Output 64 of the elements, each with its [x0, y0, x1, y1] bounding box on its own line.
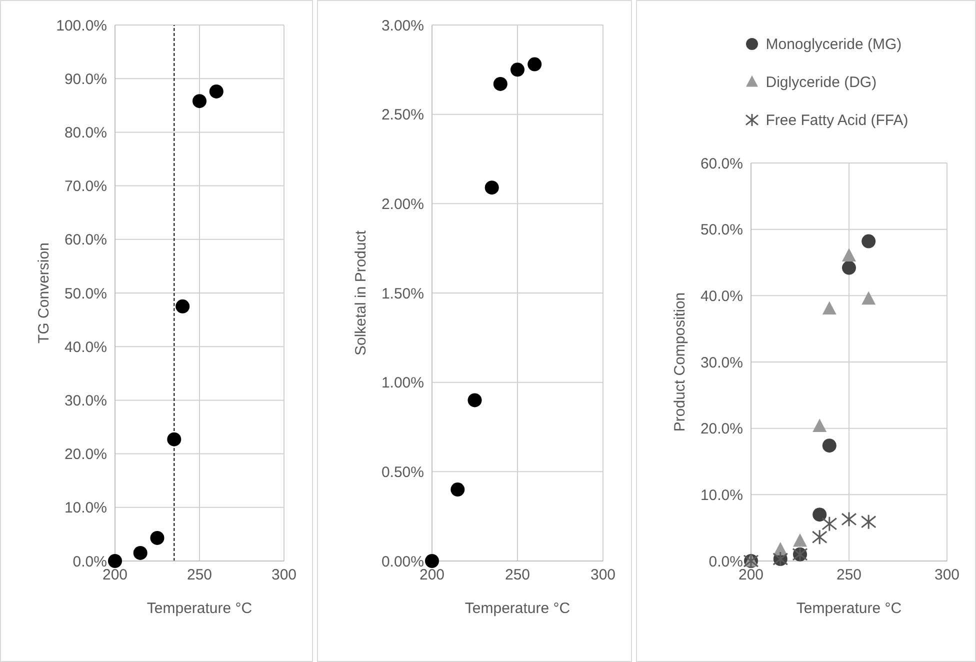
- point: [450, 482, 465, 497]
- point: [812, 529, 828, 545]
- y-tick-label: 40.0%: [700, 288, 743, 305]
- point: [176, 299, 190, 314]
- y-tick-label: 1.50%: [381, 285, 424, 302]
- y-tick-label: 80.0%: [64, 124, 107, 142]
- y-tick-label: 2.00%: [381, 196, 424, 213]
- legend-label: Monoglyceride (MG): [766, 36, 902, 52]
- y-tick-label: 50.0%: [700, 222, 743, 239]
- x-axis-title: Temperature °C: [146, 600, 252, 617]
- legend-label: Free Fatty Acid (FFA): [766, 112, 908, 128]
- y-tick-label: 60.0%: [64, 232, 107, 249]
- point: [862, 291, 876, 305]
- y-tick-label: 50.0%: [64, 285, 107, 302]
- y-axis-title: Product Composition: [671, 292, 688, 432]
- point: [862, 234, 876, 248]
- legend-label: Diglyceride (DG): [766, 74, 877, 90]
- x-tick-label: 250: [504, 566, 530, 584]
- point: [528, 57, 542, 72]
- point: [860, 514, 876, 530]
- y-tick-label: 60.0%: [700, 155, 743, 172]
- y-tick-label: 90.0%: [64, 70, 107, 88]
- point: [822, 516, 838, 532]
- point: [468, 393, 482, 408]
- point: [842, 248, 856, 262]
- y-tick-label: 20.0%: [700, 420, 743, 438]
- x-axis-title: Temperature °C: [796, 600, 902, 617]
- point: [133, 546, 148, 560]
- y-tick-label: 2.50%: [381, 106, 424, 124]
- point: [209, 84, 224, 98]
- y-tick-label: 3.00%: [381, 17, 424, 34]
- y-tick-label: 30.0%: [64, 392, 107, 410]
- x-tick-label: 300: [934, 566, 960, 584]
- x-axis-title: Temperature °C: [464, 600, 570, 617]
- y-tick-label: 100.0%: [56, 17, 107, 34]
- point: [842, 260, 856, 275]
- point: [425, 554, 439, 568]
- point: [167, 432, 182, 446]
- point: [812, 508, 827, 522]
- point: [493, 76, 508, 91]
- x-tick-label: 300: [271, 566, 297, 584]
- point: [510, 62, 524, 77]
- y-tick-label: 40.0%: [64, 338, 107, 356]
- y-tick-label: 70.0%: [64, 178, 107, 196]
- point: [841, 511, 857, 527]
- y-tick-label: 20.0%: [64, 446, 107, 464]
- y-tick-label: 10.0%: [64, 500, 107, 517]
- y-axis-title: Solketal in Product: [352, 230, 370, 356]
- point: [812, 418, 827, 432]
- x-tick-label: 300: [590, 566, 616, 584]
- point: [793, 533, 807, 547]
- point: [822, 438, 836, 453]
- point: [822, 301, 836, 315]
- point: [150, 530, 164, 545]
- y-tick-label: 0.50%: [381, 464, 424, 481]
- y-tick-label: 10.0%: [700, 486, 743, 504]
- y-tick-label: 30.0%: [700, 354, 743, 372]
- point: [108, 554, 122, 568]
- point: [192, 94, 206, 108]
- point: [484, 180, 499, 195]
- y-axis-title: TG Conversion: [35, 242, 52, 344]
- x-tick-label: 250: [836, 566, 862, 584]
- x-tick-label: 250: [186, 566, 212, 584]
- y-tick-label: 1.00%: [381, 374, 424, 392]
